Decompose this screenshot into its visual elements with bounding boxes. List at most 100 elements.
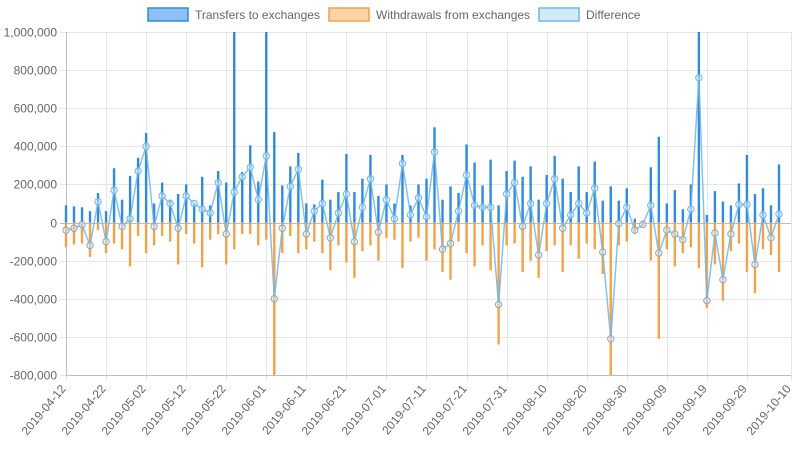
bar-withdrawals[interactable]	[649, 222, 653, 261]
bar-transfers[interactable]	[249, 145, 252, 223]
difference-point[interactable]	[382, 195, 391, 204]
difference-point[interactable]	[566, 211, 575, 219]
difference-point[interactable]	[278, 224, 286, 232]
difference-point[interactable]	[486, 203, 495, 212]
bar-withdrawals[interactable]	[297, 222, 300, 254]
bar-transfers[interactable]	[769, 205, 773, 223]
bar-withdrawals[interactable]	[176, 222, 180, 265]
bar-transfers[interactable]	[729, 205, 733, 223]
bar-withdrawals[interactable]	[353, 222, 356, 278]
bar-withdrawals[interactable]	[529, 222, 532, 261]
difference-point[interactable]	[743, 200, 751, 209]
bar-transfers[interactable]	[305, 203, 308, 223]
bar-transfers[interactable]	[721, 201, 725, 223]
bar-transfers[interactable]	[176, 193, 180, 223]
bar-withdrawals[interactable]	[241, 222, 244, 234]
bar-transfers[interactable]	[112, 168, 116, 223]
difference-point[interactable]	[414, 194, 423, 202]
bar-withdrawals[interactable]	[409, 222, 412, 242]
bar-withdrawals[interactable]	[665, 222, 669, 250]
bar-withdrawals[interactable]	[152, 222, 156, 246]
bar-transfers[interactable]	[80, 207, 84, 223]
bar-transfers[interactable]	[425, 178, 428, 223]
bar-withdrawals[interactable]	[233, 222, 236, 250]
bar-transfers[interactable]	[537, 199, 540, 223]
bar-withdrawals[interactable]	[120, 222, 124, 250]
difference-point[interactable]	[190, 199, 198, 208]
bar-withdrawals[interactable]	[585, 222, 588, 244]
bar-transfers[interactable]	[200, 176, 204, 223]
bar-withdrawals[interactable]	[208, 222, 212, 240]
bar-transfers[interactable]	[184, 184, 188, 223]
bar-transfers[interactable]	[633, 218, 636, 223]
difference-point[interactable]	[679, 236, 687, 244]
bar-transfers[interactable]	[745, 154, 749, 223]
difference-point[interactable]	[454, 207, 463, 215]
bar-withdrawals[interactable]	[433, 222, 436, 250]
difference-point[interactable]	[647, 201, 655, 210]
bar-withdrawals[interactable]	[128, 222, 132, 267]
difference-point[interactable]	[607, 335, 615, 343]
bar-transfers[interactable]	[577, 166, 580, 223]
difference-point[interactable]	[542, 199, 551, 208]
difference-point[interactable]	[446, 239, 455, 248]
difference-point[interactable]	[302, 230, 311, 238]
bar-withdrawals[interactable]	[505, 222, 508, 246]
difference-point[interactable]	[126, 215, 134, 223]
bar-transfers[interactable]	[417, 184, 420, 223]
difference-point[interactable]	[751, 260, 759, 269]
bar-transfers[interactable]	[192, 203, 196, 223]
difference-point[interactable]	[711, 229, 719, 237]
difference-point[interactable]	[615, 219, 623, 228]
bar-transfers[interactable]	[553, 155, 556, 223]
bar-transfers[interactable]	[761, 188, 765, 223]
bar-withdrawals[interactable]	[577, 222, 580, 259]
difference-point[interactable]	[230, 188, 238, 196]
bar-withdrawals[interactable]	[281, 222, 284, 254]
difference-point[interactable]	[294, 165, 303, 173]
bar-withdrawals[interactable]	[160, 222, 164, 236]
difference-point[interactable]	[374, 228, 383, 236]
bar-withdrawals[interactable]	[497, 222, 500, 345]
bar-transfers[interactable]	[433, 127, 436, 223]
difference-point[interactable]	[558, 224, 567, 232]
bar-transfers[interactable]	[152, 203, 156, 223]
bar-withdrawals[interactable]	[697, 222, 701, 269]
bar-transfers[interactable]	[377, 195, 380, 223]
bar-withdrawals[interactable]	[489, 222, 492, 271]
bar-withdrawals[interactable]	[184, 222, 188, 234]
difference-point[interactable]	[166, 199, 174, 208]
bar-withdrawals[interactable]	[569, 222, 572, 246]
bar-withdrawals[interactable]	[721, 222, 725, 301]
bar-withdrawals[interactable]	[64, 222, 68, 248]
bar-withdrawals[interactable]	[80, 222, 84, 244]
bar-withdrawals[interactable]	[705, 222, 709, 309]
bar-transfers[interactable]	[353, 192, 356, 223]
difference-point[interactable]	[422, 213, 431, 221]
difference-point[interactable]	[510, 178, 519, 187]
bar-withdrawals[interactable]	[417, 222, 420, 238]
bar-transfers[interactable]	[289, 166, 292, 223]
difference-point[interactable]	[703, 296, 711, 305]
bar-transfers[interactable]	[673, 190, 677, 223]
bar-transfers[interactable]	[361, 178, 364, 223]
bar-withdrawals[interactable]	[593, 222, 596, 250]
bar-withdrawals[interactable]	[321, 222, 324, 254]
bar-withdrawals[interactable]	[625, 222, 628, 242]
bar-transfers[interactable]	[665, 203, 669, 223]
bar-transfers[interactable]	[649, 167, 653, 223]
difference-point[interactable]	[526, 199, 535, 208]
bar-withdrawals[interactable]	[144, 222, 148, 254]
bar-withdrawals[interactable]	[449, 222, 452, 280]
difference-point[interactable]	[238, 173, 246, 181]
bar-withdrawals[interactable]	[329, 222, 332, 271]
bar-transfers[interactable]	[713, 191, 717, 223]
difference-point[interactable]	[310, 207, 319, 215]
bar-withdrawals[interactable]	[88, 222, 92, 257]
bar-transfers[interactable]	[241, 172, 244, 223]
bar-transfers[interactable]	[144, 132, 148, 223]
bar-withdrawals[interactable]	[265, 222, 268, 240]
bar-withdrawals[interactable]	[609, 222, 612, 375]
difference-point[interactable]	[158, 192, 166, 200]
bar-transfers[interactable]	[497, 205, 500, 223]
